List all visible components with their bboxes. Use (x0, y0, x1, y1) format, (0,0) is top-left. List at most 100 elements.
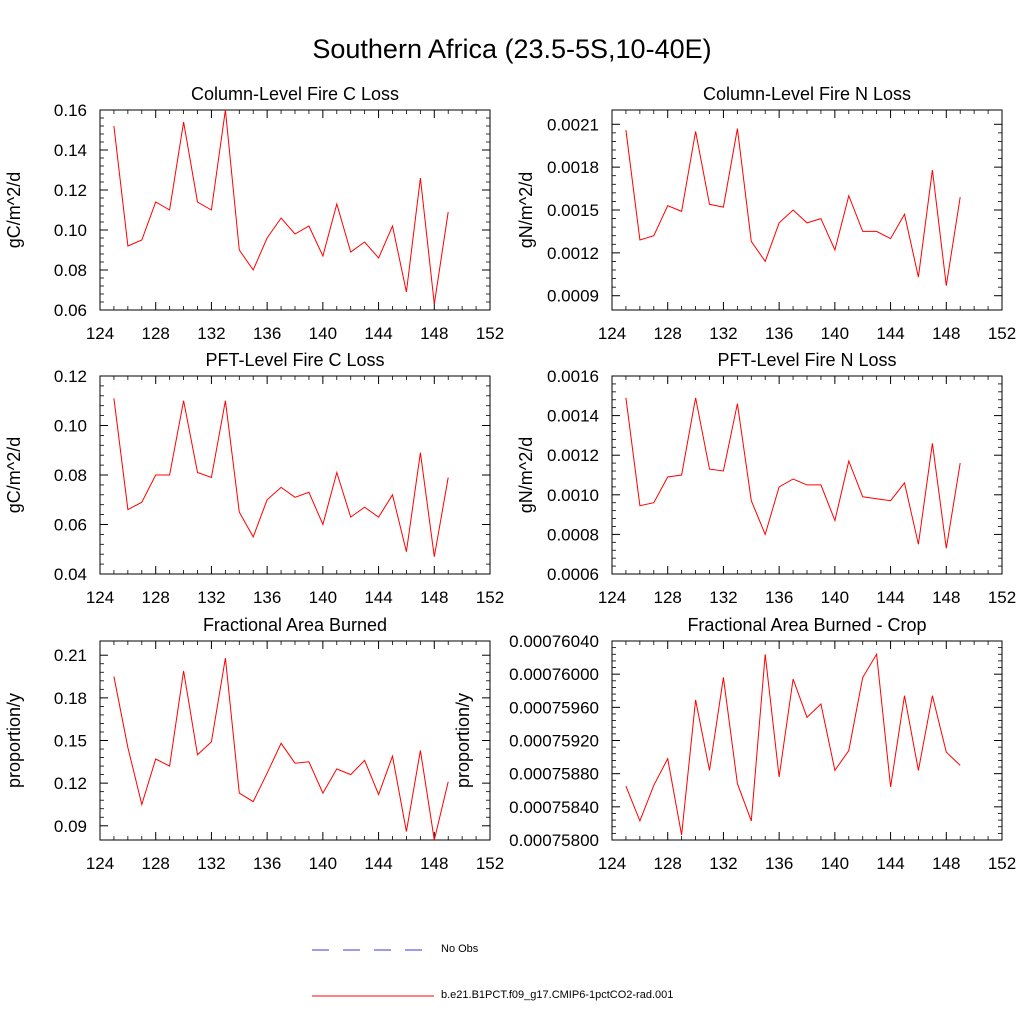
panel-title: Column-Level Fire N Loss (703, 84, 911, 104)
x-tick-label: 128 (654, 854, 682, 873)
y-tick-label: 0.0021 (547, 115, 599, 134)
x-tick-label: 136 (253, 324, 281, 343)
y-tick-label: 0.0014 (547, 407, 599, 426)
series-line (625, 652, 961, 836)
series-line (113, 398, 449, 557)
y-tick-label: 0.0016 (547, 367, 599, 386)
plot-frame (99, 640, 491, 841)
y-tick-label: 0.18 (54, 689, 87, 708)
series-line (625, 128, 961, 286)
y-tick-label: 0.08 (54, 466, 87, 485)
y-tick-label: 0.00075840 (509, 798, 599, 817)
x-tick-label: 128 (142, 324, 170, 343)
x-tick-label: 148 (932, 854, 960, 873)
x-tick-label: 144 (364, 324, 392, 343)
y-axis-label: gC/m^2/d (4, 437, 24, 513)
x-tick-label: 132 (197, 588, 225, 607)
chart-panel-1: 124 128 132 136 140 144 148 152 0.06 0.08 0.10 0.12… (4, 84, 504, 343)
y-tick-label: 0.0018 (547, 158, 599, 177)
y-tick-label: 0.00075800 (509, 831, 599, 850)
plot-frame (611, 109, 1003, 311)
y-tick-label: 0.00075920 (509, 732, 599, 751)
x-tick-label: 124 (86, 854, 114, 873)
y-tick-label: 0.10 (54, 221, 87, 240)
y-axis-label: gN/m^2/d (516, 172, 536, 248)
series-line (113, 658, 449, 841)
panel-title: PFT-Level Fire C Loss (205, 350, 384, 370)
y-tick-label: 0.00076000 (509, 665, 599, 684)
x-tick-label: 152 (476, 588, 504, 607)
chart-panel-2: 124 128 132 136 140 144 148 152 0.0009 0.0012 0.00… (516, 84, 1016, 343)
series-line (625, 397, 961, 549)
chart-panel-6: 124 128 132 136 140 144 148 152 0.00075800 0.0007… (453, 615, 1016, 873)
y-axis-label: gN/m^2/d (516, 437, 536, 513)
y-tick-label: 0.08 (54, 261, 87, 280)
x-tick-label: 152 (476, 324, 504, 343)
x-tick-label: 136 (765, 854, 793, 873)
y-tick-label: 0.21 (54, 646, 87, 665)
x-tick-label: 152 (988, 588, 1016, 607)
page-title: Southern Africa (23.5-5S,10-40E) (312, 34, 712, 64)
panel-title: Column-Level Fire C Loss (191, 84, 399, 104)
x-tick-label: 152 (476, 854, 504, 873)
x-tick-label: 148 (932, 588, 960, 607)
y-tick-label: 0.14 (54, 141, 87, 160)
y-tick-label: 0.09 (54, 817, 87, 836)
x-tick-label: 144 (876, 324, 904, 343)
x-tick-label: 144 (364, 854, 392, 873)
x-tick-label: 140 (309, 854, 337, 873)
x-tick-label: 124 (86, 588, 114, 607)
x-tick-label: 140 (821, 588, 849, 607)
x-tick-label: 124 (598, 324, 626, 343)
plot-frame (611, 375, 1003, 575)
y-tick-label: 0.16 (54, 101, 87, 120)
x-tick-label: 132 (709, 854, 737, 873)
y-tick-label: 0.0009 (547, 287, 599, 306)
chart-panel-4: 124 128 132 136 140 144 148 152 0.0006 0.0008 0.00… (516, 350, 1016, 607)
x-tick-label: 124 (598, 854, 626, 873)
panel-title: Fractional Area Burned (203, 615, 387, 635)
y-tick-label: 0.00075960 (509, 698, 599, 717)
x-tick-label: 152 (988, 854, 1016, 873)
x-tick-label: 136 (765, 588, 793, 607)
panel-title: Fractional Area Burned - Crop (687, 615, 926, 635)
y-tick-label: 0.0006 (547, 565, 599, 584)
y-tick-label: 0.04 (54, 565, 87, 584)
x-tick-label: 144 (364, 588, 392, 607)
y-tick-label: 0.10 (54, 417, 87, 436)
x-tick-label: 128 (654, 324, 682, 343)
x-tick-label: 148 (420, 588, 448, 607)
y-tick-label: 0.06 (54, 516, 87, 535)
x-tick-label: 140 (309, 324, 337, 343)
x-tick-label: 136 (765, 324, 793, 343)
series-line (113, 109, 449, 305)
x-tick-label: 148 (932, 324, 960, 343)
x-tick-label: 140 (309, 588, 337, 607)
y-axis-label: proportion/y (453, 693, 473, 788)
y-tick-label: 0.00076040 (509, 632, 599, 651)
panel-title: PFT-Level Fire N Loss (717, 350, 896, 370)
x-tick-label: 140 (821, 324, 849, 343)
x-tick-label: 148 (420, 854, 448, 873)
y-axis-label: gC/m^2/d (4, 172, 24, 248)
x-tick-label: 136 (253, 588, 281, 607)
x-tick-label: 144 (876, 854, 904, 873)
y-tick-label: 0.0012 (547, 446, 599, 465)
x-tick-label: 132 (709, 324, 737, 343)
x-tick-label: 124 (86, 324, 114, 343)
x-tick-label: 140 (821, 854, 849, 873)
x-tick-label: 132 (709, 588, 737, 607)
y-tick-label: 0.12 (54, 367, 87, 386)
x-tick-label: 128 (142, 854, 170, 873)
x-tick-label: 136 (253, 854, 281, 873)
y-tick-label: 0.0008 (547, 525, 599, 544)
x-tick-label: 128 (654, 588, 682, 607)
y-axis-label: proportion/y (4, 693, 24, 788)
y-tick-label: 0.0010 (547, 486, 599, 505)
y-tick-label: 0.0012 (547, 244, 599, 263)
y-tick-label: 0.15 (54, 732, 87, 751)
x-tick-label: 144 (876, 588, 904, 607)
x-tick-label: 152 (988, 324, 1016, 343)
chart-panel-5: 124 128 132 136 140 144 148 152 0.09 0.12 0.15 0.18… (4, 615, 504, 873)
